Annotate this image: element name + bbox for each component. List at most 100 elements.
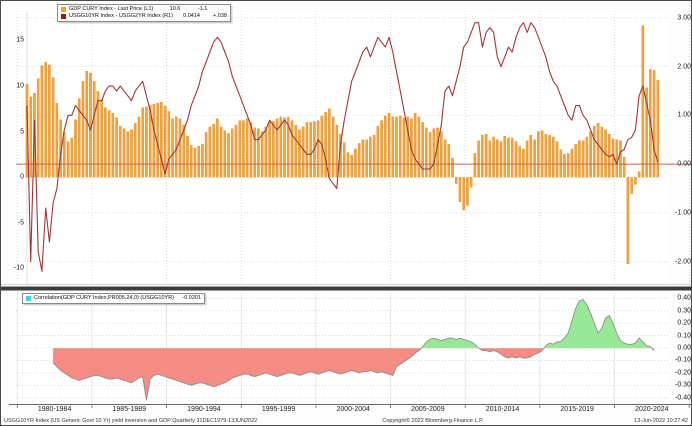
gdp-bar — [361, 139, 365, 178]
gdp-bar — [126, 131, 130, 178]
gdp-bar — [578, 140, 581, 178]
gdp-bar — [395, 116, 398, 178]
legend-row-gdp[interactable]: GDP CURY Index - Last Price (L1) 10.6 -1… — [61, 6, 227, 13]
gdp-bar — [197, 145, 200, 178]
gdp-bar — [537, 131, 540, 178]
gdp-bar — [432, 128, 436, 178]
gdp-bar — [216, 118, 219, 178]
gdp-bar — [413, 113, 417, 178]
gdp-bar — [496, 139, 499, 178]
legend-row-correlation[interactable]: Correlation(GDP CURY Index,PR005,24,0) (… — [26, 295, 201, 302]
gdp-bar — [466, 176, 469, 206]
gdp-change: -1.1 — [197, 6, 208, 12]
gdp-bar — [533, 139, 536, 178]
gdp-bar — [328, 108, 331, 178]
gdp-bar — [51, 77, 55, 178]
gdp-bar — [634, 176, 637, 185]
gdp-bar — [160, 102, 163, 178]
left-axis-tick-label: 10 — [16, 82, 24, 90]
gdp-bar — [641, 25, 645, 178]
gdp-last-price: 10.6 — [169, 6, 181, 12]
gdp-bar — [436, 127, 439, 178]
footer-description: USGG10YR Index (US Generic Govt 10 Yr) y… — [4, 418, 258, 424]
gdp-bar — [570, 148, 574, 178]
gdp-bar — [107, 110, 111, 178]
gdp-bar — [566, 153, 570, 178]
gdp-bar — [503, 135, 507, 178]
gdp-bar — [104, 107, 107, 178]
gdp-bar — [518, 145, 521, 178]
gdp-bar — [294, 124, 298, 178]
gdp-bar — [55, 103, 59, 178]
gdp-bar — [40, 65, 44, 178]
gdp-bar — [540, 130, 544, 178]
right-axis-tick-label: 2.00 — [677, 63, 691, 71]
gdp-bar — [77, 98, 81, 178]
footer-timestamp: 13-Jun-2022 10:27:42 — [634, 418, 688, 424]
gdp-bar — [428, 132, 432, 178]
gdp-bar — [238, 120, 242, 178]
gdp-bar — [208, 126, 212, 178]
gdp-bar — [275, 118, 279, 178]
gdp-series-label: GDP CURY Index - Last Price (L1) — [69, 6, 154, 12]
gdp-bar — [182, 124, 186, 178]
gdp-bar — [522, 148, 525, 178]
right-axis-tick-label: -1.00 — [675, 209, 691, 217]
gdp-bar — [552, 136, 555, 178]
left-axis-tick-label: 15 — [16, 36, 24, 44]
gdp-bar — [544, 134, 548, 178]
gdp-bar — [204, 132, 208, 178]
gdp-bar — [290, 120, 294, 178]
gdp-bar — [481, 134, 484, 178]
legend-row-spread[interactable]: USGG10YR Index - USGG2YR Index (R1) 0.04… — [61, 13, 227, 20]
gdp-bar — [268, 122, 271, 178]
gdp-bar — [324, 112, 327, 178]
gdp-bar — [380, 120, 383, 178]
gdp-bar — [507, 137, 510, 178]
gdp-bar — [227, 133, 230, 178]
gdp-bar — [264, 126, 268, 178]
gdp-bar — [119, 125, 122, 178]
correlation-line — [52, 299, 655, 401]
correlation-area-negative — [53, 348, 655, 401]
gdp-bar — [186, 135, 189, 178]
gdp-bar — [369, 136, 372, 178]
gdp-bar — [346, 152, 350, 178]
gdp-bar — [342, 142, 346, 178]
top-legend[interactable]: GDP CURY Index - Last Price (L1) 10.6 -1… — [57, 4, 231, 22]
x-axis-period-label: 2015-2019 — [560, 406, 594, 413]
gdp-bar — [652, 70, 656, 178]
gdp-bar — [257, 128, 260, 178]
gdp-bar — [398, 115, 402, 178]
spread-last-value: 0.0414 — [183, 13, 200, 19]
gdp-bar — [499, 141, 503, 178]
gdp-bar — [514, 141, 518, 178]
gdp-bar — [253, 127, 256, 178]
gdp-bar — [357, 143, 361, 178]
gdp-bar — [626, 176, 630, 265]
gdp-bar — [167, 111, 171, 178]
gdp-bar — [231, 128, 234, 178]
gdp-bar — [272, 121, 275, 178]
gdp-bar — [563, 154, 566, 178]
correlation-legend[interactable]: Correlation(GDP CURY Index,PR005,24,0) (… — [22, 293, 206, 304]
gdp-bar — [193, 147, 197, 178]
gdp-bar — [122, 128, 126, 178]
gdp-bar — [48, 64, 51, 178]
x-axis-period-label: 2010-2014 — [485, 406, 520, 413]
gdp-bar — [201, 144, 204, 178]
gdp-bar — [488, 140, 492, 178]
gdp-bar — [417, 116, 421, 178]
right-axis-tick-label: 0.00 — [677, 160, 691, 168]
gdp-bar — [219, 126, 223, 178]
gdp-bar — [637, 171, 641, 178]
left-axis-tick-label: 5 — [20, 128, 24, 136]
gdp-bar — [600, 126, 604, 178]
gdp-bar — [81, 81, 85, 178]
footer-copyright: Copyright© 2022 Bloomberg Finance L.P. — [382, 418, 484, 424]
gdp-bar — [611, 138, 615, 178]
correlation-axis-tick-label: -0.40 — [675, 394, 691, 402]
right-axis-tick-label: 3.00 — [677, 14, 691, 22]
gdp-bar — [477, 140, 480, 178]
